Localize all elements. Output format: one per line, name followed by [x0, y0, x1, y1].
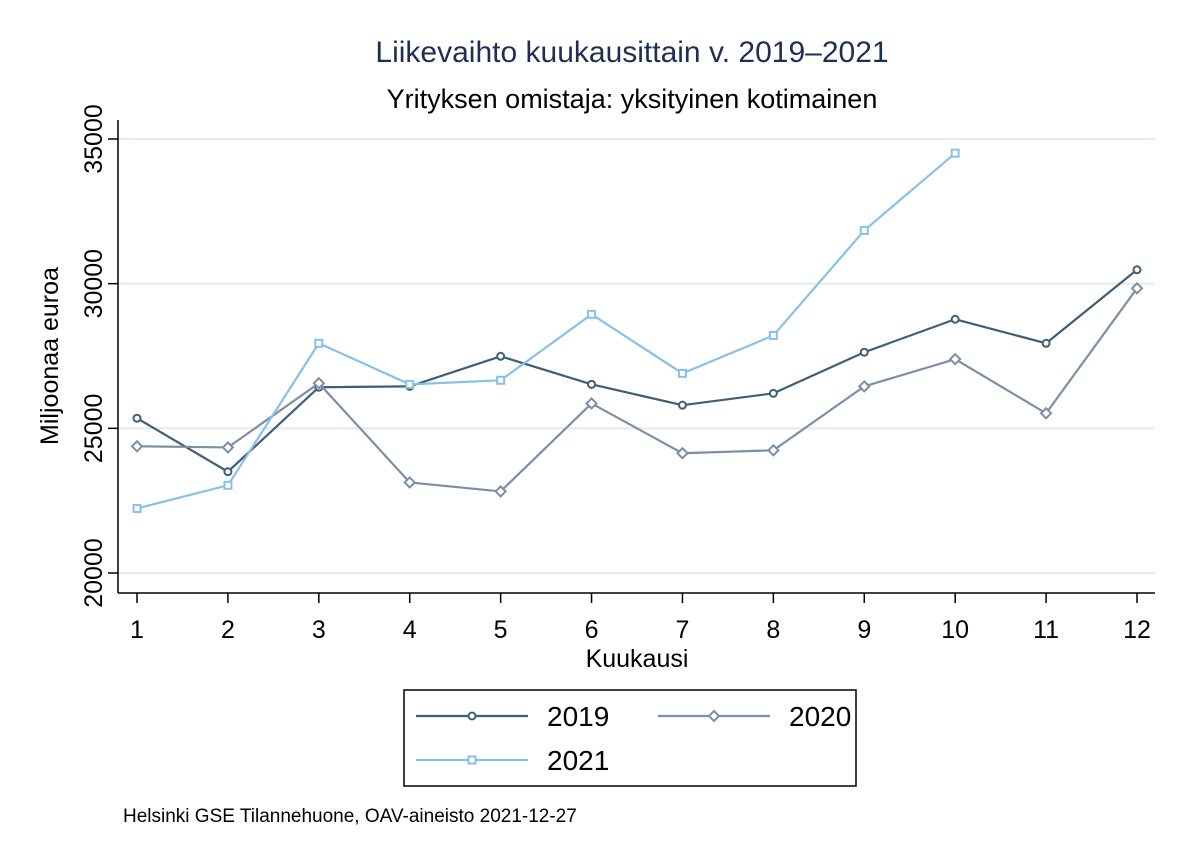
x-tick-label: 6 [585, 616, 599, 644]
x-tick-label: 7 [676, 616, 690, 644]
data-point-2021 [768, 330, 778, 340]
series-line-2019 [136, 268, 1138, 474]
x-ticks: 1 2 3 4 5 6 7 8 9 10 11 12 [130, 593, 1151, 644]
legend-marker [467, 755, 477, 765]
chart-title: Liikevaihto kuukausittain v. 2019–2021 [375, 36, 888, 69]
x-tick-label: 5 [494, 616, 508, 644]
data-point-2021 [859, 225, 869, 235]
y-tick-label: 30000 [80, 249, 108, 319]
data-point-2021 [677, 368, 687, 378]
legend-item-2020: 2020 [658, 701, 851, 732]
series-2021 [132, 148, 960, 513]
data-point-2019 [768, 388, 778, 398]
x-tick-label: 12 [1123, 616, 1151, 644]
x-tick-label: 10 [941, 616, 969, 644]
y-axis-label: Miljoonaa euroa [36, 267, 64, 445]
y-tick-label: 25000 [80, 394, 108, 464]
chart-subtitle: Yrityksen omistaja: yksityinen kotimaine… [387, 84, 878, 114]
data-point-2021 [314, 338, 324, 348]
legend: 2019 2020 2021 [403, 689, 857, 787]
data-point-2021 [223, 480, 233, 490]
x-tick-label: 4 [403, 616, 417, 644]
data-point-2019 [223, 467, 233, 477]
data-point-2020 [766, 443, 780, 457]
data-point-2019 [1132, 265, 1142, 275]
data-point-2020 [130, 439, 144, 453]
legend-label: 2019 [547, 701, 609, 732]
data-point-2021 [132, 503, 142, 513]
data-point-2019 [1041, 338, 1051, 348]
data-point-2021 [496, 375, 506, 385]
series-group [130, 148, 1144, 513]
data-point-2020 [585, 397, 598, 410]
legend-label: 2020 [789, 701, 851, 732]
series-2020 [130, 281, 1144, 498]
data-point-2019 [132, 413, 142, 423]
data-point-2021 [950, 148, 960, 158]
x-axis-label: Kuukausi [586, 645, 689, 673]
x-tick-label: 11 [1033, 616, 1059, 644]
data-point-2020 [857, 379, 871, 393]
x-tick-label: 9 [857, 616, 871, 644]
legend-item-2021: 2021 [416, 745, 609, 776]
x-tick-label: 1 [130, 616, 144, 644]
data-point-2020 [676, 446, 689, 460]
legend-marker [707, 709, 721, 723]
series-line-2021 [136, 152, 956, 510]
x-tick-label: 3 [312, 616, 326, 644]
legend-item-2019: 2019 [416, 701, 609, 732]
x-tick-label: 8 [766, 616, 780, 644]
x-tick-label: 2 [221, 616, 235, 644]
y-tick-label: 20000 [80, 538, 108, 608]
data-point-2021 [405, 379, 415, 389]
data-point-2020 [1130, 281, 1144, 295]
data-point-2019 [950, 314, 960, 324]
legend-label: 2021 [547, 745, 609, 776]
data-point-2019 [677, 400, 687, 410]
data-point-2020 [403, 476, 417, 489]
legend-marker [467, 711, 477, 721]
data-point-2020 [312, 376, 326, 390]
data-point-2020 [221, 441, 235, 454]
data-point-2019 [587, 379, 597, 389]
series-line-2020 [136, 287, 1138, 493]
legend-box [403, 689, 857, 787]
data-point-2019 [496, 351, 506, 361]
data-point-2021 [587, 309, 597, 319]
data-point-2020 [1039, 406, 1053, 420]
data-point-2020 [494, 484, 508, 498]
y-tick-label: 35000 [80, 104, 108, 174]
source-note: Helsinki GSE Tilannehuone, OAV-aineisto … [123, 806, 577, 827]
data-point-2020 [948, 352, 962, 366]
data-point-2019 [859, 347, 869, 357]
y-ticks: 20000 25000 30000 35000 [80, 104, 118, 608]
